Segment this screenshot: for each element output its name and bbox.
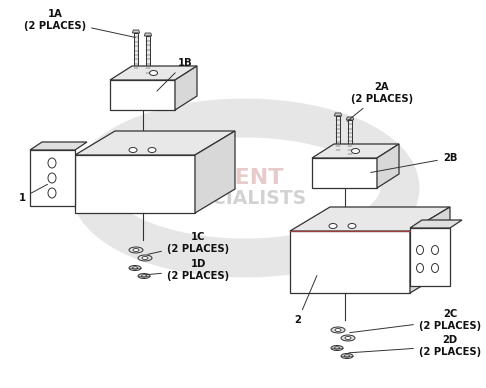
Polygon shape — [312, 158, 377, 188]
Ellipse shape — [142, 256, 148, 260]
Ellipse shape — [432, 263, 438, 272]
Ellipse shape — [133, 248, 139, 251]
Polygon shape — [75, 131, 235, 155]
Ellipse shape — [329, 223, 337, 229]
Polygon shape — [410, 220, 462, 228]
Polygon shape — [348, 120, 352, 154]
Ellipse shape — [345, 336, 351, 340]
Ellipse shape — [129, 147, 137, 152]
Ellipse shape — [129, 265, 141, 270]
Ellipse shape — [48, 173, 56, 183]
Ellipse shape — [138, 274, 150, 279]
Polygon shape — [175, 66, 197, 110]
Polygon shape — [110, 80, 175, 110]
Text: 1D
(2 PLACES): 1D (2 PLACES) — [146, 259, 229, 281]
Ellipse shape — [334, 347, 340, 349]
Ellipse shape — [335, 329, 341, 331]
Ellipse shape — [141, 275, 146, 277]
Ellipse shape — [432, 246, 438, 255]
Ellipse shape — [138, 255, 152, 261]
Text: 2A
(2 PLACES): 2A (2 PLACES) — [347, 82, 413, 121]
Polygon shape — [334, 113, 342, 116]
Text: EQUIPMENT: EQUIPMENT — [136, 168, 284, 188]
Polygon shape — [312, 144, 399, 158]
Ellipse shape — [331, 327, 345, 333]
Polygon shape — [290, 231, 410, 293]
Polygon shape — [110, 66, 197, 80]
Polygon shape — [195, 131, 235, 213]
Ellipse shape — [133, 267, 138, 269]
Text: 2C
(2 PLACES): 2C (2 PLACES) — [350, 309, 481, 333]
Polygon shape — [134, 33, 138, 68]
Text: SPECIALISTS: SPECIALISTS — [173, 189, 307, 208]
Ellipse shape — [48, 188, 56, 198]
Ellipse shape — [351, 149, 360, 154]
Polygon shape — [347, 117, 354, 120]
Text: 2B: 2B — [371, 153, 457, 173]
Text: 2D
(2 PLACES): 2D (2 PLACES) — [349, 335, 481, 357]
Ellipse shape — [129, 247, 143, 253]
Ellipse shape — [417, 246, 423, 255]
Ellipse shape — [331, 345, 343, 350]
Ellipse shape — [150, 71, 157, 76]
Ellipse shape — [148, 147, 156, 152]
Polygon shape — [377, 144, 399, 188]
Text: 2: 2 — [295, 275, 317, 325]
Ellipse shape — [341, 353, 353, 359]
Ellipse shape — [417, 263, 423, 272]
Polygon shape — [336, 116, 340, 150]
Polygon shape — [30, 150, 75, 206]
Ellipse shape — [348, 223, 356, 229]
Polygon shape — [410, 228, 450, 286]
Polygon shape — [146, 36, 150, 73]
Polygon shape — [132, 30, 139, 33]
Polygon shape — [290, 207, 450, 231]
Polygon shape — [410, 207, 450, 293]
Polygon shape — [30, 142, 87, 150]
Text: 1B: 1B — [157, 58, 192, 91]
Text: 1C
(2 PLACES): 1C (2 PLACES) — [148, 232, 229, 255]
Ellipse shape — [341, 335, 355, 341]
Text: 1: 1 — [18, 184, 48, 203]
Ellipse shape — [48, 158, 56, 168]
Polygon shape — [75, 155, 195, 213]
Ellipse shape — [345, 355, 349, 357]
Text: 1A
(2 PLACES): 1A (2 PLACES) — [24, 9, 135, 37]
Polygon shape — [144, 33, 152, 36]
